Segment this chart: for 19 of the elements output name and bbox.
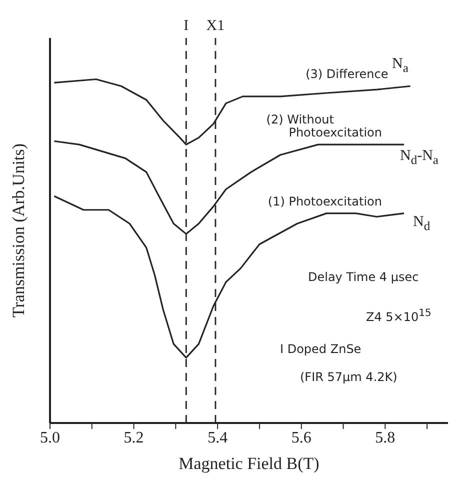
x-tick-label: 5.8	[375, 429, 396, 446]
series-label: (2) Without Photoexcitation	[266, 112, 382, 140]
ref-line-label: I	[184, 18, 189, 34]
annotation: N$_{d}$-N$_{a}$	[400, 148, 438, 168]
x-tick-label: 5.6	[291, 429, 312, 446]
series-label: (1) Photoexcitation	[268, 194, 382, 208]
annotation: Delay Time 4 µsec	[308, 270, 419, 284]
annotation: (FIR 57µm 4.2K)	[300, 370, 398, 384]
annotation: N$_{d}$	[413, 214, 430, 234]
x-tick-label: 5.2	[124, 429, 144, 446]
x-tick-label: 5.4	[208, 429, 228, 446]
text: N$_{a}$	[392, 56, 408, 76]
series-label: (3) Difference	[306, 67, 388, 82]
x-tick-label: 5.0	[40, 429, 60, 446]
annotation: Z4 5×10$^{15}$	[366, 308, 432, 324]
annotation: I Doped ZnSe	[280, 342, 362, 356]
ref-line-label: X1	[206, 18, 225, 34]
x-axis-title: Magnetic Field B(T)	[178, 454, 320, 473]
y-axis-title: Transmission (Arb.Units)	[9, 143, 28, 318]
